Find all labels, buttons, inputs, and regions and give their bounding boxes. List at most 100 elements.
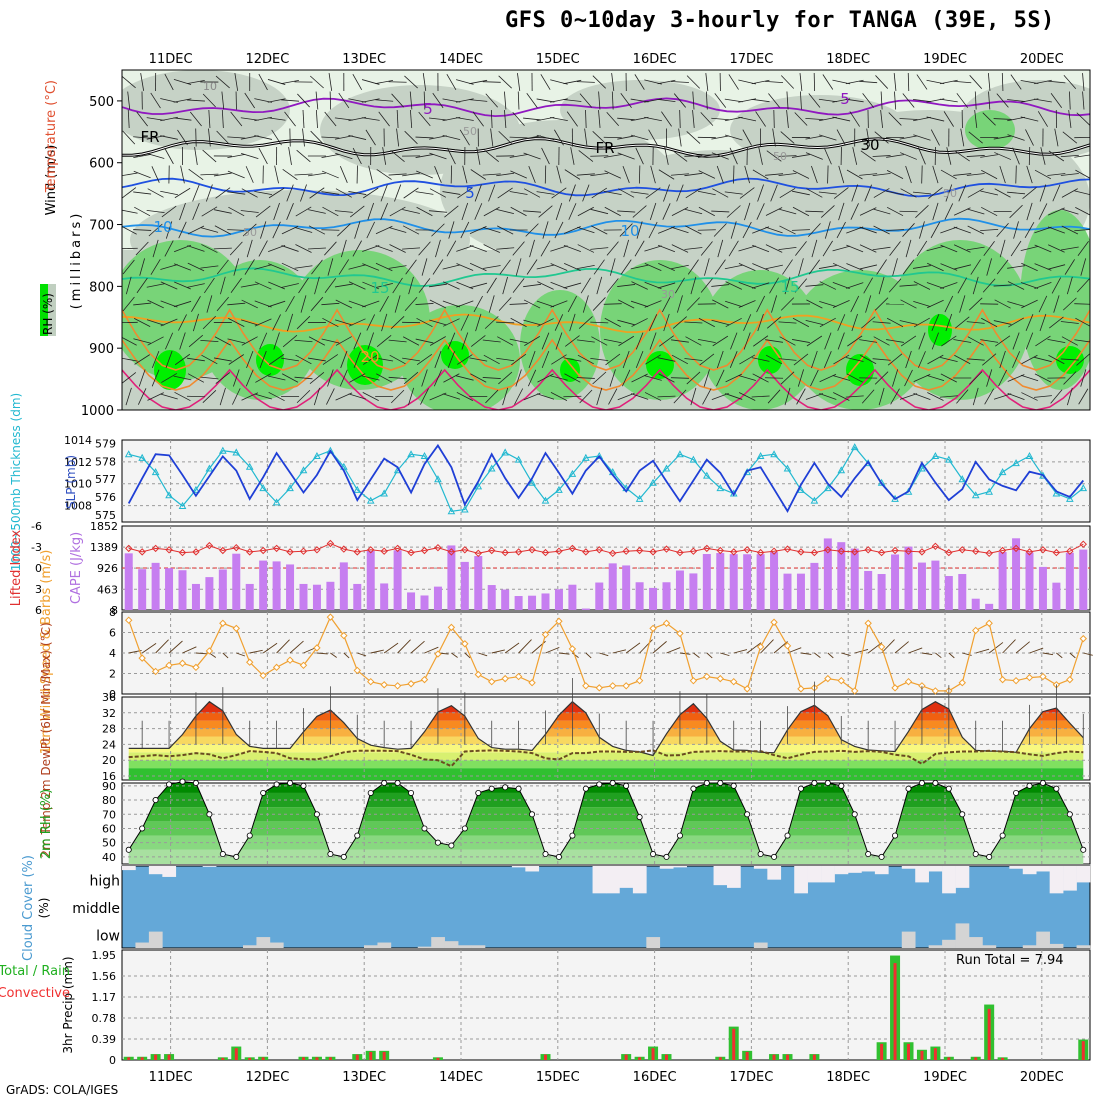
upper-wind-barb (200, 376, 219, 380)
surface-wind-barb (1042, 652, 1054, 656)
day-label-top: 14DEC (439, 52, 483, 67)
upper-wind-barb (944, 203, 954, 220)
thickness-point (272, 498, 281, 506)
upper-wind-barb (996, 93, 1009, 108)
upper-wind-barb (758, 147, 763, 165)
surface-wind-barb (141, 643, 157, 654)
upper-wind-barb (509, 338, 528, 344)
rh-point (434, 839, 441, 846)
upper-wind-barb (818, 191, 837, 195)
surface-wind-barb (639, 639, 653, 654)
upper-wind-barb (1068, 110, 1072, 128)
upper-wind-barb (711, 117, 730, 121)
upper-wind-barb (931, 332, 939, 350)
upper-wind-barb (742, 129, 752, 146)
upper-wind-barb (838, 165, 845, 184)
upper-wind-barb (200, 227, 219, 233)
cape-bar (1052, 582, 1061, 610)
upper-wind-barb (1020, 374, 1039, 382)
upper-wind-barb (940, 244, 958, 253)
upper-wind-barb (173, 300, 192, 308)
upper-wind-barb (725, 393, 743, 400)
upper-wind-barb (490, 109, 493, 129)
upper-wind-barb (497, 187, 513, 199)
upper-ytick-label: 900 (89, 342, 114, 357)
upper-wind-barb (160, 190, 178, 196)
cloud-cover-bar (982, 945, 997, 948)
rh-band-bright (154, 350, 186, 390)
upper-wind-barb (327, 258, 334, 276)
upper-wind-barb (686, 297, 700, 311)
upper-wind-barb (201, 244, 218, 253)
upper-wind-barb (150, 259, 161, 275)
upper-wind-barb (657, 79, 676, 85)
upper-wind-barb (1034, 373, 1052, 383)
upper-wind-barb (504, 109, 507, 129)
precip-tick-label: 0.78 (92, 1012, 117, 1025)
upper-wind-barb (133, 136, 152, 139)
upper-wind-barb (482, 339, 501, 343)
upper-wind-barb (536, 98, 555, 103)
upper-wind-barb (429, 152, 447, 160)
upper-wind-barb (525, 223, 539, 237)
precip-conv-bar (315, 1057, 319, 1060)
upper-wind-barb (428, 210, 447, 213)
upper-wind-barb (765, 226, 783, 234)
surface-wind-barb (652, 641, 667, 654)
upper-wind-barb (900, 188, 917, 198)
upper-wind-barb (309, 371, 325, 385)
upper-wind-barb (146, 209, 165, 214)
li-point (676, 548, 684, 557)
upper-wind-barb (576, 339, 595, 343)
upper-wind-barb (686, 75, 701, 89)
upper-wind-barb (730, 332, 738, 350)
upper-wind-barb (866, 128, 871, 147)
li-point (340, 545, 348, 553)
thickness-point (823, 484, 832, 492)
upper-wind-barb (536, 300, 555, 308)
upper-wind-barb (446, 74, 457, 90)
upper-wind-barb (932, 202, 939, 221)
upper-wind-barb (966, 358, 985, 361)
upper-wind-barb (563, 395, 582, 398)
upper-wind-barb (714, 259, 726, 275)
upper-wind-barb (375, 79, 394, 85)
cloud-cover-bar (753, 866, 768, 869)
thickness-point (541, 496, 550, 504)
upper-wind-barb (659, 335, 674, 347)
upper-wind-barb (818, 116, 837, 122)
upper-wind-barb (423, 91, 426, 110)
upper-wind-barb (1033, 395, 1052, 398)
upper-wind-barb (1047, 338, 1066, 344)
upper-wind-barb (165, 332, 174, 350)
wind-speed-point (1039, 672, 1047, 681)
upper-wind-barb (966, 246, 985, 251)
upper-wind-barb (833, 187, 849, 199)
rh-point (300, 782, 307, 789)
cape-tick-label: 8 (111, 604, 118, 617)
cape-bar (904, 546, 913, 610)
upper-wind-barb (1060, 154, 1079, 158)
upper-wind-barb (974, 110, 978, 128)
upper-wind-barb (133, 229, 152, 231)
precip-conv-label: Convective (0, 986, 70, 1001)
precip-conv-bar (1001, 1057, 1005, 1060)
day-label-bottom: 15DEC (536, 1070, 580, 1085)
upper-wind-barb (188, 168, 204, 181)
upper-wind-barb (604, 206, 621, 217)
rh-point (690, 785, 697, 792)
wind-speed-point (259, 671, 267, 680)
upper-wind-barb (429, 336, 446, 346)
upper-wind-barb (376, 169, 392, 180)
upper-wind-barb (658, 263, 675, 271)
upper-wind-barb (860, 354, 877, 365)
surface-wind-barb (1083, 652, 1093, 656)
upper-wind-barb (670, 173, 689, 176)
upper-wind-barb (415, 136, 434, 139)
upper-wind-barb (421, 258, 428, 276)
rh-band-bright (560, 358, 580, 382)
isotherm-line (122, 217, 1090, 238)
upper-wind-barb (618, 335, 635, 347)
upper-wind-barb (818, 98, 837, 103)
upper-wind-barb (187, 283, 205, 288)
